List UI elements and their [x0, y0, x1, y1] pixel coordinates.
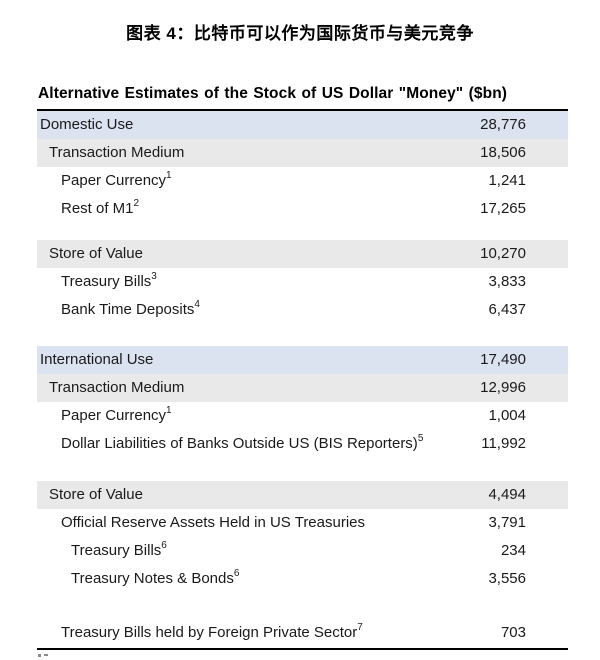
table-row: Paper Currency1 1,004 — [37, 402, 568, 430]
footnote-superscript: 4 — [194, 299, 200, 310]
row-label: Paper Currency1 — [61, 170, 172, 190]
row-value: 17,490 — [480, 351, 526, 368]
footnote-superscript: 6 — [161, 540, 167, 551]
table-row: Transaction Medium 18,506 — [37, 139, 568, 167]
table-row: Dollar Liabilities of Banks Outside US (… — [37, 430, 568, 458]
spacer-row — [37, 458, 568, 481]
footnote-superscript: 2 — [133, 198, 140, 209]
footnote-superscript: 1 — [166, 170, 172, 181]
table-row: Official Reserve Assets Held in US Treas… — [37, 509, 568, 537]
row-value: 18,506 — [480, 144, 526, 161]
row-label: Treasury Bills3 — [61, 271, 157, 291]
table-row: International Use 17,490 — [37, 346, 568, 374]
row-value: 17,265 — [480, 200, 526, 217]
row-value: 28,776 — [480, 116, 526, 133]
table-row: Treasury Bills3 3,833 — [37, 268, 568, 296]
clipped-footnote-fragment — [38, 654, 41, 657]
row-label: International Use — [40, 351, 154, 368]
row-value: 12,996 — [480, 379, 526, 396]
row-value: 1,004 — [488, 407, 526, 424]
row-label: Bank Time Deposits4 — [61, 299, 200, 319]
row-label: Treasury Bills6 — [71, 540, 167, 560]
table-row: Paper Currency1 1,241 — [37, 167, 568, 195]
footnote-superscript: 5 — [417, 433, 424, 444]
clipped-footnote-fragment — [44, 654, 48, 656]
row-label: Domestic Use — [40, 116, 134, 133]
footnote-superscript: 7 — [357, 622, 363, 633]
figure-title: 图表 4：比特币可以作为国际货币与美元竞争 — [126, 24, 474, 43]
footnote-superscript: 6 — [233, 568, 240, 579]
row-label: Dollar Liabilities of Banks Outside US (… — [61, 433, 424, 453]
row-label: Store of Value — [49, 486, 143, 503]
table-row: Domestic Use 28,776 — [37, 111, 568, 139]
spacer-row — [37, 324, 568, 346]
row-label: Store of Value — [49, 245, 143, 262]
row-label: Official Reserve Assets Held in US Treas… — [61, 514, 366, 531]
row-label: Transaction Medium — [49, 144, 185, 161]
spacer-row — [37, 593, 568, 619]
footnote-superscript: 3 — [151, 271, 157, 282]
row-value: 1,241 — [488, 172, 526, 189]
row-value: 3,556 — [488, 570, 526, 587]
row-value: 3,833 — [488, 273, 526, 290]
clipped-footnote-sliver — [37, 650, 568, 659]
footnote-superscript: 1 — [166, 405, 172, 416]
table-row: Rest of M12 17,265 — [37, 195, 568, 223]
table-row: Treasury Bills held by Foreign Private S… — [37, 619, 568, 647]
money-estimates-table: Alternative Estimates of the Stock of US… — [37, 84, 568, 659]
row-value: 10,270 — [480, 245, 526, 262]
row-value: 11,992 — [481, 435, 526, 452]
spacer-row — [37, 223, 568, 240]
table-row: Transaction Medium 12,996 — [37, 374, 568, 402]
row-value: 4,494 — [488, 486, 526, 503]
row-label: Treasury Notes & Bonds6 — [71, 568, 240, 588]
row-label: Rest of M12 — [61, 198, 140, 218]
row-label: Treasury Bills held by Foreign Private S… — [61, 622, 363, 642]
row-value: 234 — [500, 542, 526, 559]
table-row: Treasury Bills6 234 — [37, 537, 568, 565]
table-row: Store of Value 10,270 — [37, 240, 568, 268]
table-row: Bank Time Deposits4 6,437 — [37, 296, 568, 324]
table-body: Domestic Use 28,776 Transaction Medium 18,5… — [37, 111, 568, 647]
row-value: 703 — [500, 624, 526, 641]
row-label: Paper Currency1 — [61, 405, 172, 425]
table-bottom-rule — [37, 648, 568, 650]
row-label: Transaction Medium — [49, 379, 185, 396]
row-value: 3,791 — [488, 514, 526, 531]
table-row: Store of Value 4,494 — [37, 481, 568, 509]
table-title: Alternative Estimates of the Stock of US… — [37, 84, 568, 111]
row-value: 6,437 — [488, 301, 526, 318]
table-row: Treasury Notes & Bonds6 3,556 — [37, 565, 568, 593]
